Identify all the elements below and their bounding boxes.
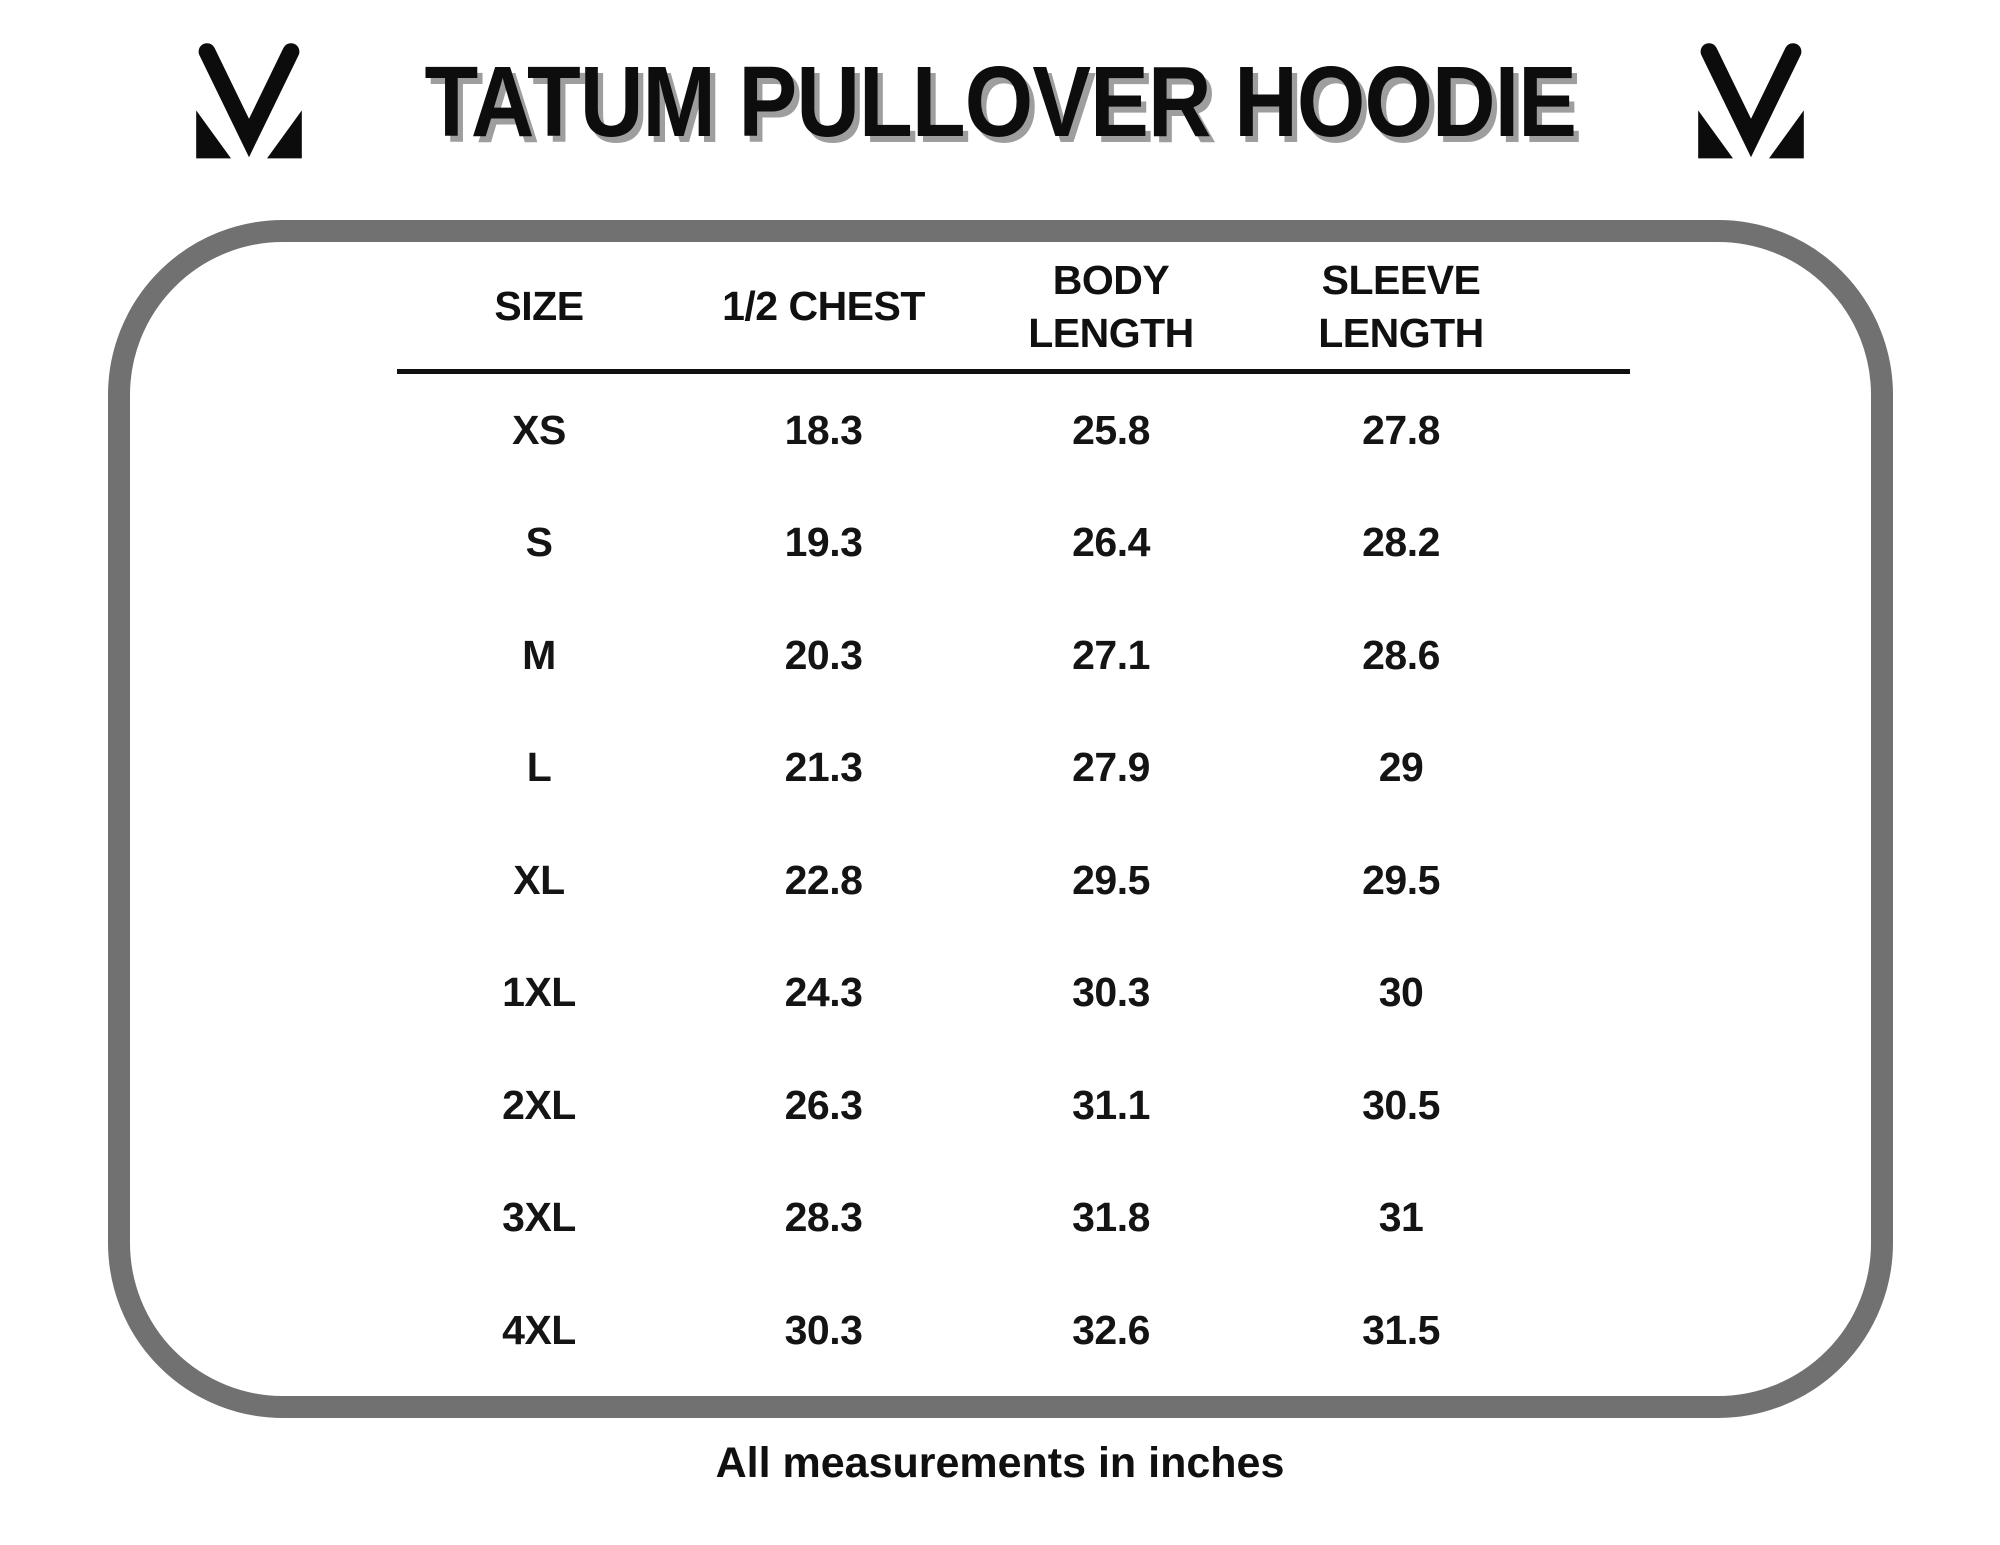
- half-chest-cell: 28.3: [784, 1194, 863, 1241]
- sleeve-length-cell: 28.6: [1362, 631, 1440, 678]
- footer-note: All measurements in inches: [715, 1439, 1285, 1487]
- column-header-line: LENGTH: [1318, 310, 1484, 356]
- size-cell: 3XL: [502, 1194, 576, 1241]
- table-row: 4XL 30.3 32.6 31.5: [397, 1274, 1630, 1387]
- table-row: L 21.3 27.9 29: [397, 712, 1630, 825]
- body-length-cell: 29.5: [1072, 856, 1150, 903]
- column-header-line: BODY: [1052, 256, 1170, 303]
- table-row: 2XL 26.3 31.1 30.5: [397, 1049, 1630, 1162]
- column-header-sleeve-length: SLEEVE LENGTH: [1256, 254, 1546, 361]
- half-chest-cell: 26.3: [784, 1081, 863, 1128]
- sleeve-length-cell: 30.5: [1362, 1081, 1440, 1128]
- size-cell: 2XL: [502, 1081, 576, 1128]
- body-length-cell: 31.8: [1072, 1194, 1150, 1241]
- size-cell: 4XL: [502, 1306, 576, 1353]
- chart-frame: [108, 220, 1893, 1418]
- sleeve-length-cell: 31.5: [1362, 1306, 1440, 1353]
- sleeve-length-cell: 29: [1378, 744, 1424, 791]
- brand-m-logo-icon: [186, 42, 312, 162]
- brand-m-logo-icon: [1688, 42, 1814, 162]
- body-length-cell: 31.1: [1072, 1081, 1150, 1128]
- size-cell: XS: [512, 406, 566, 453]
- size-cell: S: [525, 519, 553, 566]
- sleeve-length-cell: 29.5: [1362, 856, 1440, 903]
- body-length-cell: 27.9: [1072, 744, 1150, 791]
- size-cell: L: [526, 744, 552, 791]
- body-length-cell: 25.8: [1072, 406, 1150, 453]
- header-divider: [397, 369, 1630, 374]
- size-table: SIZE 1/2 CHEST BODY LENGTH SLEEVE LENGTH…: [397, 248, 1630, 1387]
- half-chest-cell: 22.8: [784, 856, 863, 903]
- half-chest-cell: 21.3: [784, 744, 863, 791]
- table-row: 1XL 24.3 30.3 30: [397, 937, 1630, 1050]
- body-length-cell: 32.6: [1072, 1306, 1150, 1353]
- table-row: S 19.3 26.4 28.2: [397, 487, 1630, 600]
- column-header-line: LENGTH: [1028, 310, 1194, 356]
- half-chest-cell: 24.3: [784, 969, 863, 1016]
- size-cell: M: [522, 631, 556, 678]
- sleeve-length-cell: 27.8: [1362, 406, 1440, 453]
- size-cell: 1XL: [502, 969, 576, 1016]
- page-title: TATUM PULLOVER HOODIE: [424, 45, 1576, 158]
- column-header-size: SIZE: [494, 283, 584, 330]
- brand-header: TATUM PULLOVER HOODIE: [0, 34, 2000, 170]
- sleeve-length-cell: 30: [1378, 969, 1424, 1016]
- half-chest-cell: 30.3: [784, 1306, 863, 1353]
- sleeve-length-cell: 28.2: [1362, 519, 1440, 566]
- column-header-line: SLEEVE: [1321, 256, 1481, 303]
- body-length-cell: 26.4: [1072, 519, 1150, 566]
- sleeve-length-cell: 31: [1378, 1194, 1424, 1241]
- table-row: XS 18.3 25.8 27.8: [397, 374, 1630, 487]
- half-chest-cell: 19.3: [784, 519, 863, 566]
- column-header-body-length: BODY LENGTH: [966, 254, 1256, 361]
- body-length-cell: 27.1: [1072, 631, 1150, 678]
- half-chest-cell: 18.3: [784, 406, 863, 453]
- table-row: XL 22.8 29.5 29.5: [397, 824, 1630, 937]
- table-body: XS 18.3 25.8 27.8 S 19.3 26.4 28.2 M 20.…: [397, 374, 1630, 1387]
- table-header-row: SIZE 1/2 CHEST BODY LENGTH SLEEVE LENGTH: [397, 248, 1630, 366]
- half-chest-cell: 20.3: [784, 631, 863, 678]
- table-row: M 20.3 27.1 28.6: [397, 599, 1630, 712]
- table-row: 3XL 28.3 31.8 31: [397, 1162, 1630, 1275]
- body-length-cell: 30.3: [1072, 969, 1150, 1016]
- size-cell: XL: [513, 856, 565, 903]
- column-header-half-chest: 1/2 CHEST: [722, 283, 925, 330]
